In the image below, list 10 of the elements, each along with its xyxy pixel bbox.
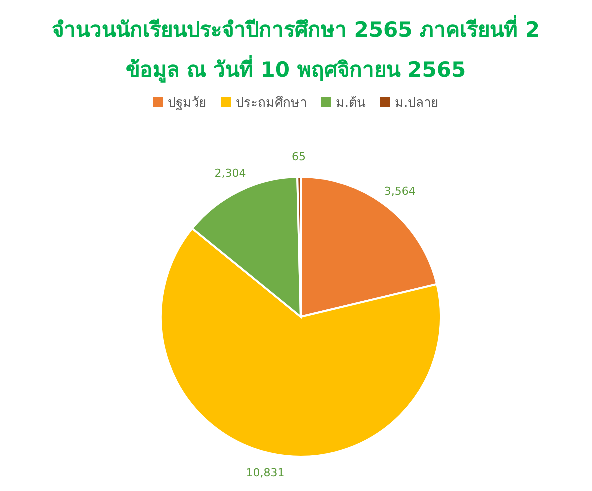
chart-title: จำนวนนักเรียนประจำปีการศึกษา 2565 ภาคเรียนที่ 2 [51,14,541,44]
chart-subtitle: ข้อมูล ณ วันที่ 10 พฤศจิกายน 2565 [124,54,468,85]
legend-label: ม.ปลาย [395,94,440,112]
legend-label: ปฐมวัย [168,94,207,112]
data-label: 3,564 [384,184,416,198]
legend-label: ประถมศึกษา [236,94,307,112]
data-label: 2,304 [214,166,246,180]
data-label: 10,831 [246,466,285,480]
data-label: 65 [292,150,306,164]
legend-label: ม.ต้น [336,94,366,112]
